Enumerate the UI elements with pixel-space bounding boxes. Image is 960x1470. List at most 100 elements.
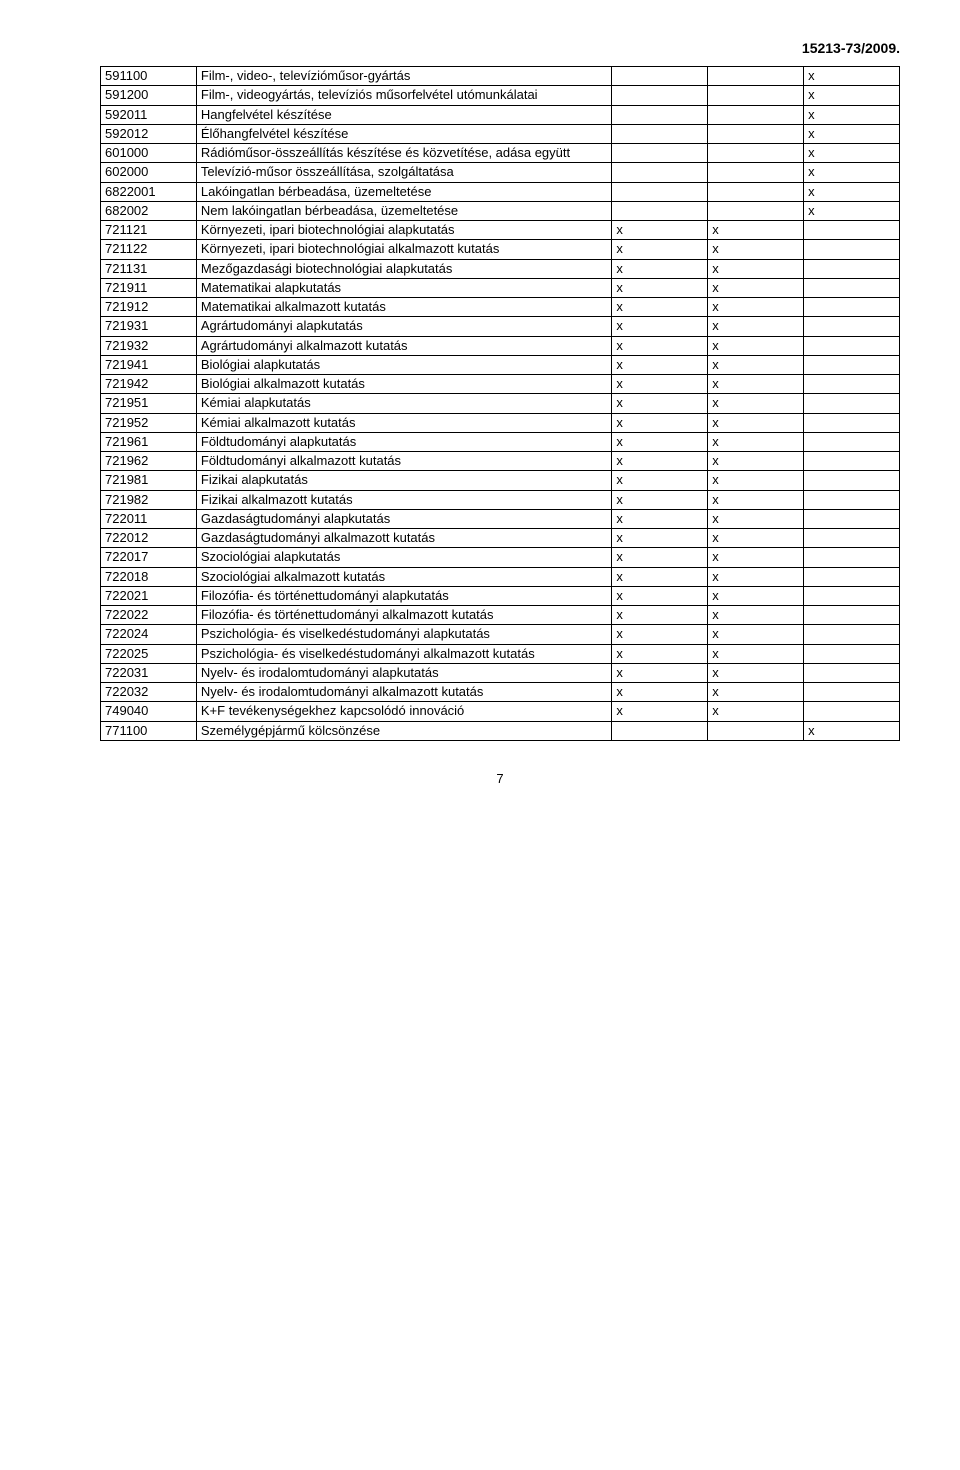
col5-cell bbox=[804, 413, 900, 432]
col3-cell bbox=[612, 124, 708, 143]
table-row: 721951Kémiai alapkutatásxx bbox=[101, 394, 900, 413]
description-cell: Földtudományi alapkutatás bbox=[196, 432, 611, 451]
col5-cell bbox=[804, 298, 900, 317]
col5-cell bbox=[804, 567, 900, 586]
description-cell: K+F tevékenységekhez kapcsolódó innováci… bbox=[196, 702, 611, 721]
description-cell: Földtudományi alkalmazott kutatás bbox=[196, 452, 611, 471]
col3-cell bbox=[612, 144, 708, 163]
col5-cell bbox=[804, 278, 900, 297]
code-cell: 771100 bbox=[101, 721, 197, 740]
col4-cell bbox=[708, 182, 804, 201]
description-cell: Nem lakóingatlan bérbeadása, üzemeltetés… bbox=[196, 201, 611, 220]
col5-cell bbox=[804, 432, 900, 451]
col3-cell bbox=[612, 105, 708, 124]
code-cell: 601000 bbox=[101, 144, 197, 163]
description-cell: Kémiai alapkutatás bbox=[196, 394, 611, 413]
col5-cell bbox=[804, 606, 900, 625]
code-cell: 721131 bbox=[101, 259, 197, 278]
description-cell: Biológiai alapkutatás bbox=[196, 355, 611, 374]
description-cell: Személygépjármű kölcsönzése bbox=[196, 721, 611, 740]
table-row: 602000Televízió-műsor összeállítása, szo… bbox=[101, 163, 900, 182]
col5-cell bbox=[804, 702, 900, 721]
code-cell: 721961 bbox=[101, 432, 197, 451]
table-row: 601000Rádióműsor-összeállítás készítése … bbox=[101, 144, 900, 163]
col3-cell: x bbox=[612, 394, 708, 413]
col3-cell: x bbox=[612, 471, 708, 490]
code-cell: 721942 bbox=[101, 375, 197, 394]
code-cell: 721962 bbox=[101, 452, 197, 471]
table-row: 721962Földtudományi alkalmazott kutatásx… bbox=[101, 452, 900, 471]
table-row: 722011Gazdaságtudományi alapkutatásxx bbox=[101, 509, 900, 528]
col3-cell: x bbox=[612, 490, 708, 509]
description-cell: Pszichológia- és viselkedéstudományi alk… bbox=[196, 644, 611, 663]
col4-cell: x bbox=[708, 683, 804, 702]
description-cell: Film-, videogyártás, televíziós műsorfel… bbox=[196, 86, 611, 105]
code-cell: 722022 bbox=[101, 606, 197, 625]
col4-cell bbox=[708, 201, 804, 220]
code-cell: 592012 bbox=[101, 124, 197, 143]
col4-cell: x bbox=[708, 509, 804, 528]
col5-cell: x bbox=[804, 201, 900, 220]
description-cell: Biológiai alkalmazott kutatás bbox=[196, 375, 611, 394]
table-row: 722032Nyelv- és irodalomtudományi alkalm… bbox=[101, 683, 900, 702]
code-cell: 722011 bbox=[101, 509, 197, 528]
col3-cell: x bbox=[612, 375, 708, 394]
code-cell: 721932 bbox=[101, 336, 197, 355]
table-row: 721941Biológiai alapkutatásxx bbox=[101, 355, 900, 374]
col5-cell bbox=[804, 394, 900, 413]
table-row: 721981Fizikai alapkutatásxx bbox=[101, 471, 900, 490]
activity-table: 591100Film-, video-, televízióműsor-gyár… bbox=[100, 66, 900, 741]
table-row: 722021Filozófia- és történettudományi al… bbox=[101, 586, 900, 605]
table-row: 722031Nyelv- és irodalomtudományi alapku… bbox=[101, 663, 900, 682]
description-cell: Agrártudományi alapkutatás bbox=[196, 317, 611, 336]
col4-cell: x bbox=[708, 298, 804, 317]
col4-cell: x bbox=[708, 336, 804, 355]
col4-cell: x bbox=[708, 278, 804, 297]
col3-cell: x bbox=[612, 606, 708, 625]
col5-cell: x bbox=[804, 721, 900, 740]
col3-cell: x bbox=[612, 298, 708, 317]
col3-cell: x bbox=[612, 625, 708, 644]
table-row: 749040K+F tevékenységekhez kapcsolódó in… bbox=[101, 702, 900, 721]
code-cell: 722012 bbox=[101, 529, 197, 548]
description-cell: Televízió-műsor összeállítása, szolgálta… bbox=[196, 163, 611, 182]
col3-cell: x bbox=[612, 663, 708, 682]
col3-cell: x bbox=[612, 567, 708, 586]
code-cell: 722021 bbox=[101, 586, 197, 605]
col5-cell: x bbox=[804, 86, 900, 105]
col4-cell: x bbox=[708, 452, 804, 471]
col5-cell bbox=[804, 355, 900, 374]
col3-cell: x bbox=[612, 586, 708, 605]
code-cell: 721951 bbox=[101, 394, 197, 413]
col5-cell bbox=[804, 471, 900, 490]
col4-cell: x bbox=[708, 394, 804, 413]
code-cell: 591200 bbox=[101, 86, 197, 105]
col3-cell: x bbox=[612, 683, 708, 702]
table-row: 682002Nem lakóingatlan bérbeadása, üzeme… bbox=[101, 201, 900, 220]
table-row: 721952Kémiai alkalmazott kutatásxx bbox=[101, 413, 900, 432]
description-cell: Matematikai alapkutatás bbox=[196, 278, 611, 297]
col3-cell: x bbox=[612, 336, 708, 355]
col5-cell bbox=[804, 663, 900, 682]
col3-cell: x bbox=[612, 702, 708, 721]
col5-cell bbox=[804, 240, 900, 259]
col3-cell: x bbox=[612, 221, 708, 240]
col3-cell bbox=[612, 182, 708, 201]
col4-cell: x bbox=[708, 355, 804, 374]
col4-cell: x bbox=[708, 432, 804, 451]
col4-cell: x bbox=[708, 586, 804, 605]
col5-cell: x bbox=[804, 105, 900, 124]
col4-cell: x bbox=[708, 529, 804, 548]
description-cell: Fizikai alapkutatás bbox=[196, 471, 611, 490]
description-cell: Matematikai alkalmazott kutatás bbox=[196, 298, 611, 317]
code-cell: 721122 bbox=[101, 240, 197, 259]
col3-cell: x bbox=[612, 452, 708, 471]
col5-cell: x bbox=[804, 144, 900, 163]
col5-cell: x bbox=[804, 67, 900, 86]
code-cell: 721952 bbox=[101, 413, 197, 432]
code-cell: 749040 bbox=[101, 702, 197, 721]
code-cell: 721981 bbox=[101, 471, 197, 490]
table-row: 721982Fizikai alkalmazott kutatásxx bbox=[101, 490, 900, 509]
table-row: 721932Agrártudományi alkalmazott kutatás… bbox=[101, 336, 900, 355]
description-cell: Kémiai alkalmazott kutatás bbox=[196, 413, 611, 432]
